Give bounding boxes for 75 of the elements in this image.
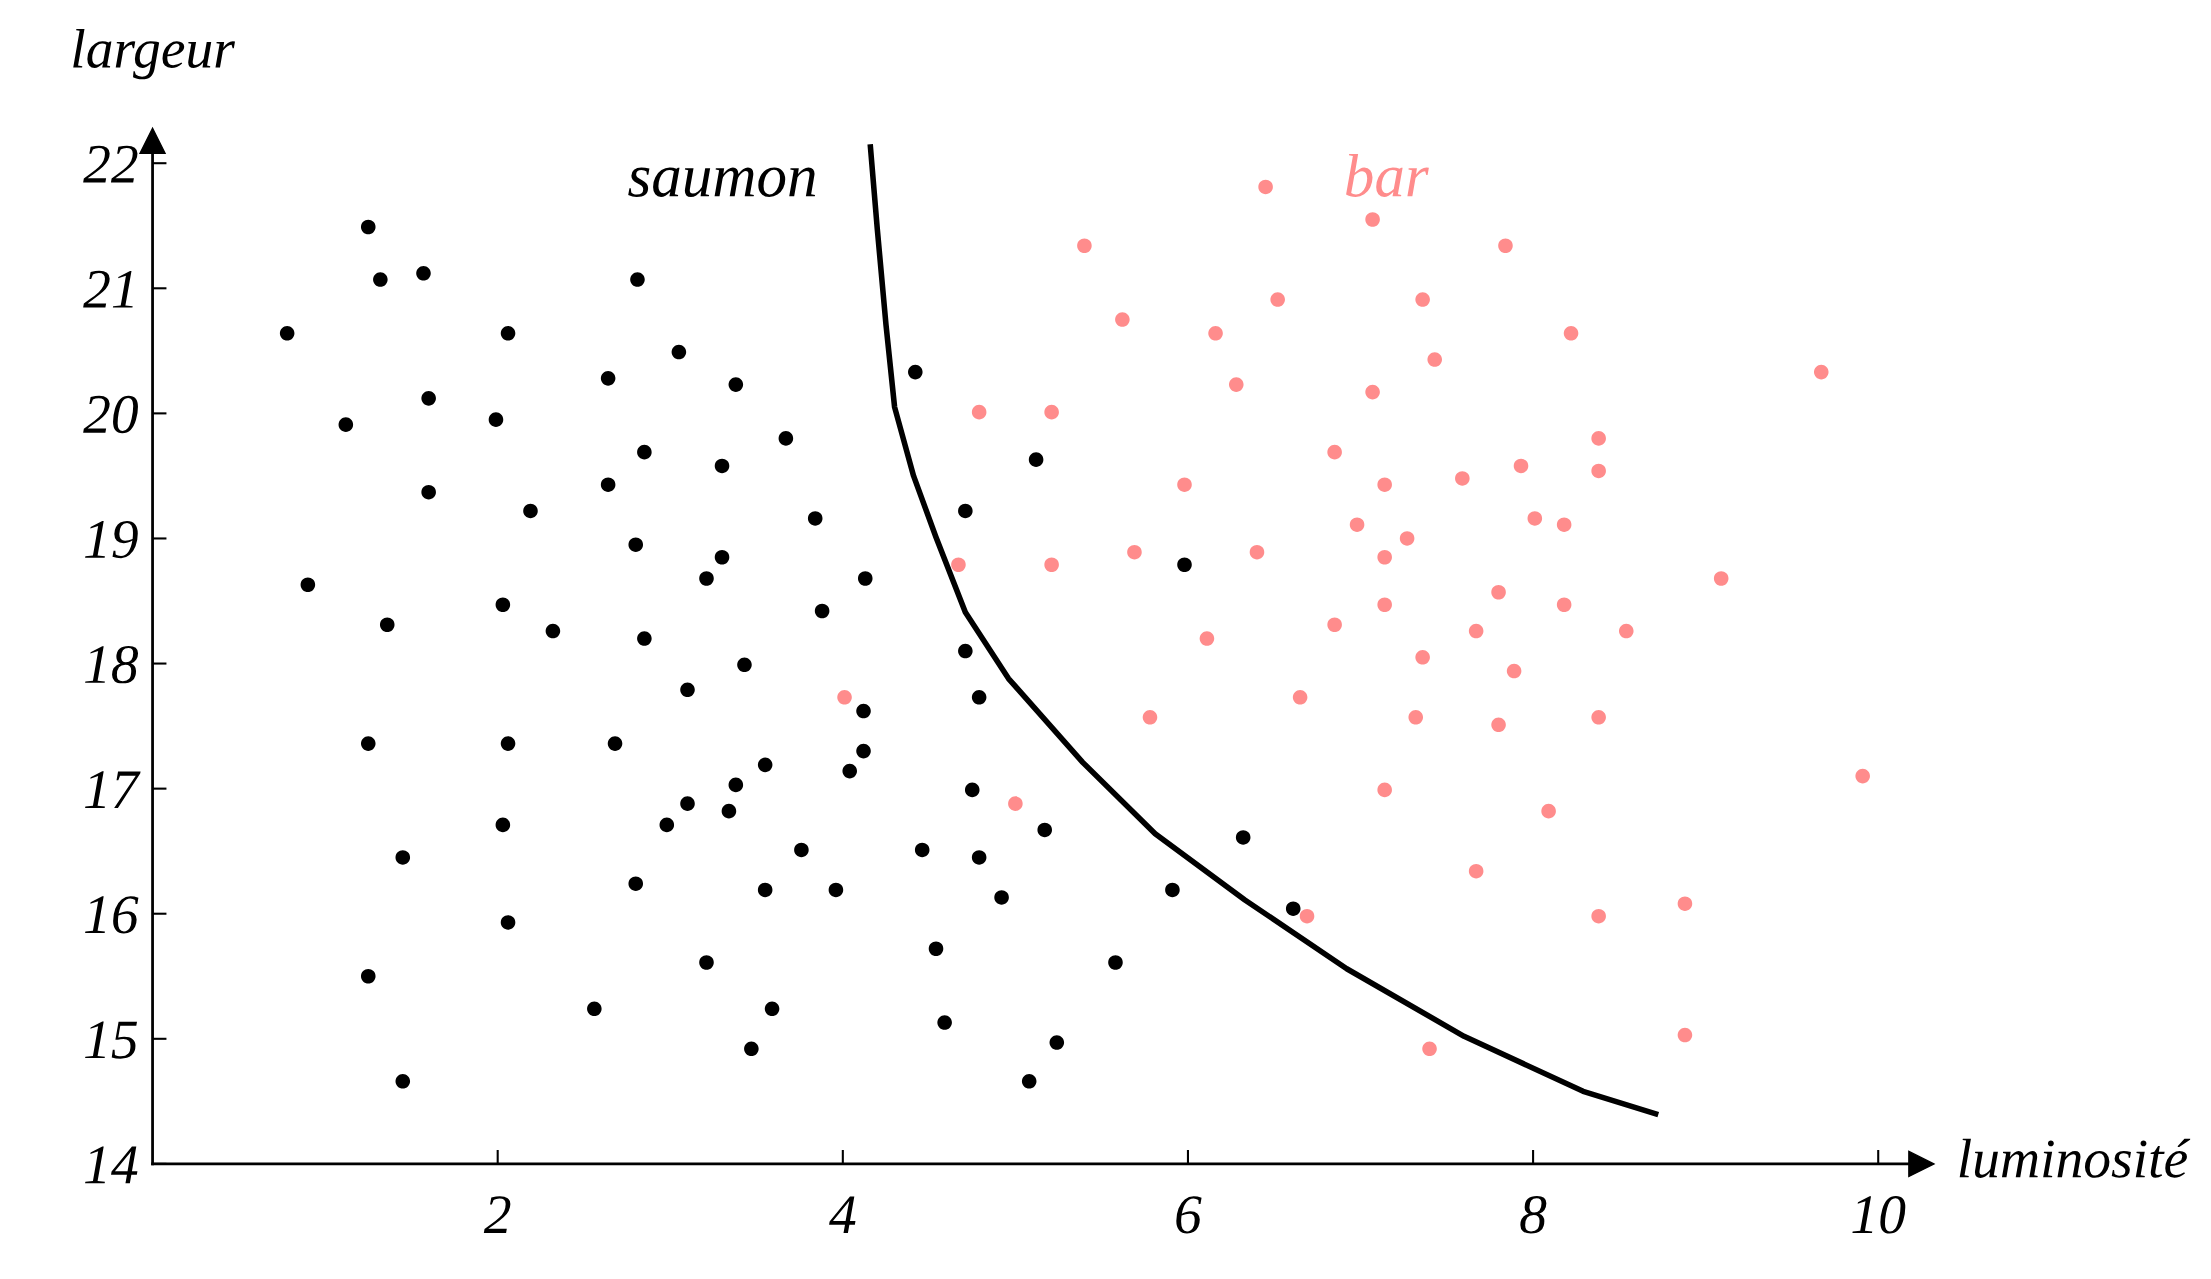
y-tick-label: 19 (85, 520, 138, 559)
x-tick-label: 10 (1852, 1196, 1906, 1234)
point (1327, 444, 1342, 460)
point (1591, 908, 1606, 924)
x-axis-title: luminosité (1959, 1138, 2191, 1178)
point (1491, 717, 1506, 733)
point (1327, 617, 1342, 633)
point (1377, 597, 1392, 613)
y-tick-label: 17 (85, 771, 141, 808)
point (1258, 179, 1273, 195)
point (1408, 710, 1424, 725)
y-tick-label: 15 (85, 1021, 138, 1059)
point (1270, 292, 1285, 307)
point (1377, 549, 1392, 565)
point (1677, 896, 1693, 911)
y-tick-label: 18 (85, 645, 139, 684)
point (1399, 531, 1415, 546)
x-tick-label: 8 (1520, 1196, 1547, 1234)
point (1249, 544, 1265, 560)
point (1618, 623, 1634, 639)
point (1498, 238, 1513, 254)
point (1044, 404, 1059, 420)
point (1455, 471, 1470, 486)
point (1127, 544, 1142, 560)
point (1115, 312, 1130, 327)
point (1563, 326, 1579, 341)
point (1677, 1027, 1693, 1043)
point (1422, 1041, 1437, 1057)
point (1208, 326, 1223, 341)
point (1377, 477, 1392, 492)
point (1591, 463, 1606, 479)
point (1713, 571, 1729, 586)
x-tick-label: 6 (1176, 1196, 1202, 1234)
point (1591, 431, 1606, 446)
y-tick-label: 22 (83, 145, 138, 183)
y-tick-label: 16 (85, 896, 139, 934)
point (1142, 710, 1158, 725)
point (1365, 212, 1380, 227)
point (1377, 782, 1392, 798)
point (1468, 623, 1484, 639)
y-tick-label: 21 (83, 270, 133, 308)
point (1591, 710, 1606, 725)
point (1468, 863, 1484, 879)
point (1491, 584, 1506, 600)
point (1008, 796, 1023, 811)
point (1506, 663, 1522, 679)
point (1292, 690, 1308, 705)
point (951, 557, 966, 573)
point (837, 690, 852, 705)
point (1228, 377, 1244, 392)
x-tick-label: 2 (483, 1196, 511, 1233)
point (1415, 650, 1430, 665)
point (1044, 557, 1059, 573)
x-tick-label: 4 (829, 1196, 856, 1233)
point (1199, 631, 1215, 646)
y-tick-label: 14 (85, 1146, 138, 1184)
point (1855, 768, 1870, 784)
point (1556, 597, 1572, 613)
y-axis-title: largeur (73, 28, 236, 80)
point (1556, 517, 1572, 532)
series-label: saumon (628, 167, 816, 198)
point (1527, 511, 1543, 526)
point (1813, 364, 1829, 380)
point (1427, 352, 1443, 367)
series-label: bar (1346, 153, 1429, 197)
point (1513, 458, 1529, 474)
point (1299, 908, 1315, 924)
point (1077, 238, 1092, 254)
y-tick-label: 20 (83, 395, 138, 434)
point (1349, 517, 1365, 532)
point (1541, 803, 1556, 819)
point (1415, 292, 1430, 307)
point (1365, 384, 1380, 400)
point (971, 404, 987, 420)
point (1177, 477, 1192, 492)
